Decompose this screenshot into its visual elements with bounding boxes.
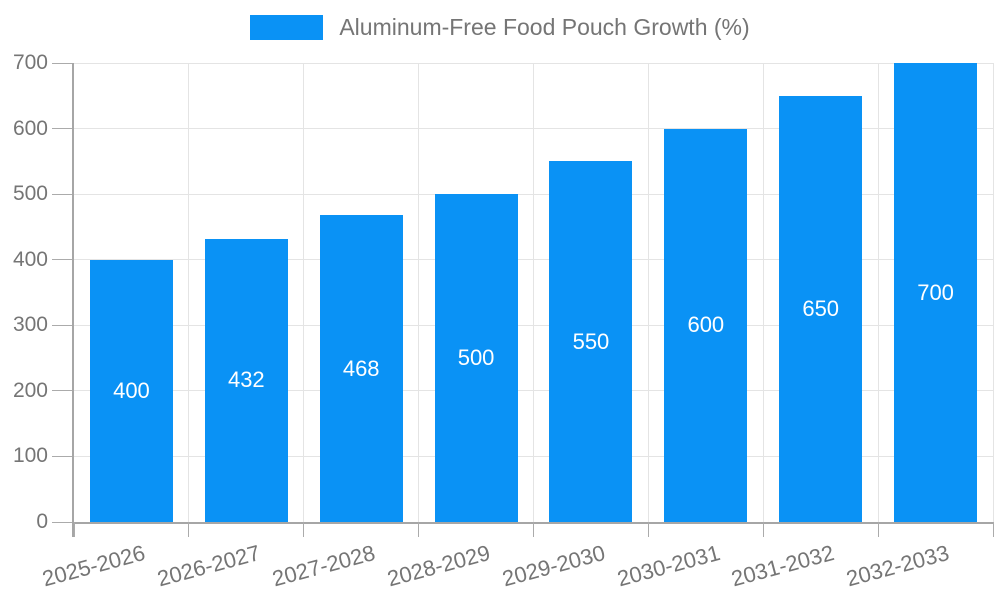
x-tick [533, 522, 534, 537]
x-tick-label: 2032-2033 [843, 540, 953, 592]
x-tick-label: 2025-2026 [39, 540, 148, 592]
plot-area: 0 100 200 300 400 500 600 700 400 432 468 500 550 600… [13, 51, 994, 591]
x-tick [762, 522, 764, 537]
y-tick [52, 259, 72, 261]
x-tick [188, 522, 190, 537]
legend[interactable]: Aluminum-Free Food Pouch Growth (%) [0, 14, 1000, 41]
y-tick [52, 455, 72, 457]
bar-value-label: 468 [342, 355, 380, 381]
x-gridline [303, 63, 305, 522]
x-gridline [762, 63, 764, 522]
x-tick [992, 522, 994, 537]
x-tick [647, 522, 649, 537]
legend-label: Aluminum-Free Food Pouch Growth (%) [339, 14, 750, 40]
bar[interactable]: 432 [204, 238, 288, 522]
x-gridline [418, 63, 420, 522]
y-tick [52, 521, 72, 523]
y-tick [52, 62, 72, 64]
legend-swatch [250, 15, 324, 40]
y-tick-label: 500 [12, 182, 48, 206]
y-tick-label: 0 [36, 510, 48, 533]
x-axis-line [72, 522, 993, 524]
y-tick-label: 700 [12, 51, 48, 74]
y-tick-label: 400 [12, 247, 48, 271]
bar-value-label: 432 [227, 367, 265, 393]
x-tick [303, 522, 305, 537]
bar[interactable]: 400 [89, 259, 173, 522]
x-tick-label: 2028-2029 [384, 540, 493, 592]
y-tick [52, 324, 72, 326]
x-tick [73, 522, 75, 537]
y-tick-label: 600 [12, 116, 48, 140]
y-axis-line [72, 63, 74, 537]
x-gridline [188, 63, 190, 522]
bar-value-label: 700 [917, 279, 954, 305]
x-tick-label: 2029-2030 [499, 540, 608, 592]
x-tick [877, 522, 879, 537]
x-tick-label: 2031-2032 [729, 540, 838, 592]
bar[interactable]: 468 [319, 215, 403, 522]
bar-value-label: 550 [572, 328, 610, 354]
y-tick [52, 193, 72, 195]
x-gridline [533, 63, 534, 522]
y-tick [52, 128, 72, 130]
x-gridline [647, 63, 649, 522]
bar[interactable]: 650 [779, 95, 863, 522]
y-tick [52, 390, 72, 392]
y-tick-label: 100 [12, 444, 48, 468]
bar-value-label: 400 [113, 377, 150, 403]
y-tick-label: 300 [12, 313, 48, 337]
bar[interactable]: 600 [664, 128, 748, 522]
x-tick-label: 2026-2027 [154, 540, 263, 592]
bar-value-label: 600 [687, 312, 725, 338]
x-gridline [877, 63, 879, 522]
y-tick-label: 200 [12, 378, 48, 402]
x-gridline [992, 63, 994, 522]
bar-value-label: 500 [457, 345, 495, 371]
bar-value-label: 650 [802, 295, 840, 321]
bar[interactable]: 700 [894, 63, 978, 522]
x-tick [418, 522, 420, 537]
x-tick-label: 2030-2031 [614, 540, 723, 592]
bar[interactable]: 550 [549, 161, 633, 522]
bar[interactable]: 500 [434, 194, 518, 522]
x-tick-label: 2027-2028 [269, 540, 378, 592]
